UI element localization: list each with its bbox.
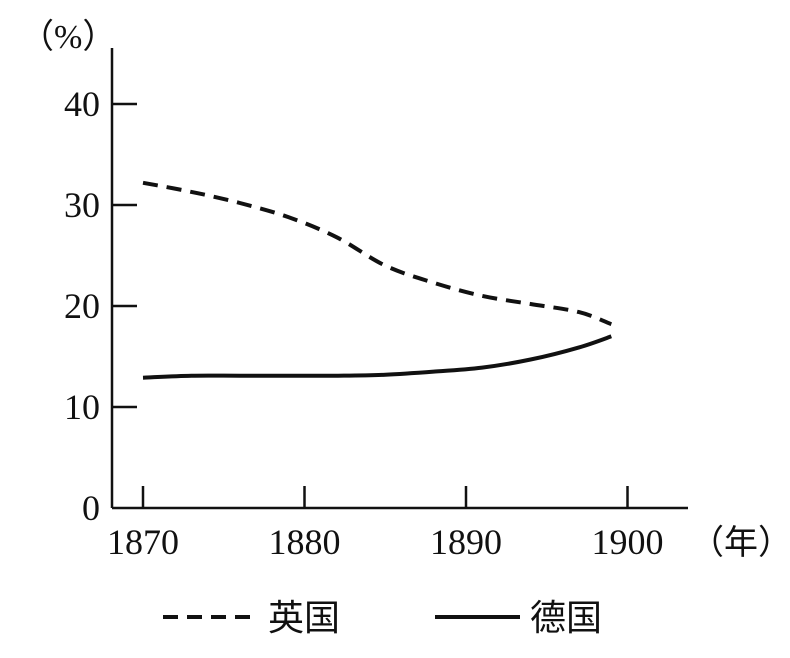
x-tick-label: 1870 bbox=[107, 522, 179, 562]
legend: 英国 德国 bbox=[163, 598, 602, 639]
x-tick-label: 1890 bbox=[430, 522, 502, 562]
y-tick-label: 30 bbox=[64, 185, 100, 225]
legend-label-uk: 英国 bbox=[268, 598, 340, 639]
x-tick-label: 1880 bbox=[269, 522, 341, 562]
series-layer bbox=[142, 180, 613, 380]
legend-label-germany: 德国 bbox=[530, 598, 602, 639]
series-line-uk bbox=[142, 180, 613, 327]
y-tick-label: 40 bbox=[64, 84, 100, 124]
y-tick-label: 20 bbox=[64, 286, 100, 326]
ticks: 0 10 20 30 40 1870 1880 1890 1900 bbox=[64, 84, 664, 562]
y-tick-label: 10 bbox=[64, 387, 100, 427]
x-tick-label: 1900 bbox=[592, 522, 664, 562]
y-tick-label: 0 bbox=[82, 488, 100, 528]
x-axis-unit-label: （年） bbox=[690, 524, 790, 562]
y-axis-unit-label: （%） bbox=[20, 18, 116, 56]
series-line-germany bbox=[142, 334, 612, 380]
axes bbox=[110, 48, 688, 510]
